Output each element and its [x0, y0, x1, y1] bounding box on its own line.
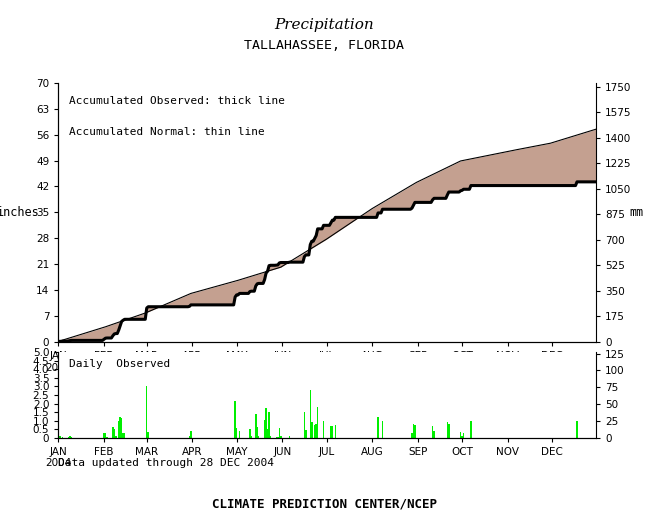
Bar — [255, 414, 257, 438]
Bar — [124, 434, 125, 438]
Bar — [305, 430, 307, 438]
Text: TALLAHASSEE, FLORIDA: TALLAHASSEE, FLORIDA — [244, 39, 404, 52]
Bar — [118, 422, 119, 438]
Bar — [463, 433, 464, 438]
Bar — [414, 425, 415, 438]
Bar — [311, 422, 312, 438]
Bar — [317, 407, 318, 438]
Bar — [304, 412, 305, 438]
Bar — [460, 431, 461, 438]
Bar — [280, 436, 282, 438]
Bar — [146, 385, 148, 438]
Text: Accumulated Normal: thin line: Accumulated Normal: thin line — [69, 127, 265, 137]
Bar — [265, 408, 267, 438]
Bar — [448, 424, 450, 438]
Bar — [257, 427, 258, 438]
Bar — [112, 427, 113, 438]
Bar — [68, 437, 69, 438]
Bar — [239, 431, 240, 438]
Bar — [71, 437, 73, 438]
Bar — [121, 418, 122, 438]
Bar — [148, 431, 149, 438]
Bar — [264, 420, 265, 438]
Bar — [267, 429, 268, 438]
Bar — [235, 401, 236, 438]
Bar — [236, 428, 237, 438]
Text: Accumulated Observed: thick line: Accumulated Observed: thick line — [69, 96, 285, 106]
Bar — [279, 428, 280, 438]
Bar — [470, 421, 472, 438]
Bar — [115, 436, 117, 438]
Bar — [270, 436, 272, 438]
Text: inches: inches — [0, 206, 40, 219]
Bar — [434, 431, 435, 438]
Bar — [289, 436, 290, 438]
Bar — [413, 424, 414, 438]
Bar — [62, 437, 64, 438]
Text: Daily  Observed: Daily Observed — [69, 359, 170, 369]
Text: Data updated through 28 DEC 2004: Data updated through 28 DEC 2004 — [58, 458, 274, 468]
Bar — [576, 421, 578, 438]
Bar — [191, 431, 192, 438]
Bar — [316, 424, 317, 438]
Bar — [334, 425, 336, 438]
Bar — [310, 390, 311, 438]
Bar — [461, 436, 463, 438]
Bar — [323, 422, 324, 438]
Bar — [277, 437, 279, 438]
Bar — [106, 437, 108, 438]
Bar — [103, 433, 105, 438]
Bar — [382, 421, 383, 438]
Bar — [69, 436, 71, 438]
Bar — [251, 436, 252, 438]
Bar — [122, 433, 124, 438]
Bar — [258, 436, 259, 438]
Bar — [268, 412, 270, 438]
Text: CLIMATE PREDICTION CENTER/NCEP: CLIMATE PREDICTION CENTER/NCEP — [211, 497, 437, 510]
Text: mm: mm — [629, 206, 643, 219]
Bar — [249, 429, 251, 438]
Bar — [411, 433, 413, 438]
Bar — [377, 417, 379, 438]
Bar — [314, 425, 316, 438]
Bar — [330, 426, 332, 438]
Bar — [119, 417, 121, 438]
Bar — [189, 436, 191, 438]
Bar — [275, 437, 277, 438]
Bar — [332, 426, 333, 438]
Bar — [113, 429, 115, 438]
Bar — [59, 436, 60, 438]
Bar — [446, 422, 448, 438]
Bar — [432, 426, 434, 438]
Bar — [105, 433, 106, 438]
Text: Precipitation: Precipitation — [274, 18, 374, 32]
Bar — [58, 437, 59, 438]
